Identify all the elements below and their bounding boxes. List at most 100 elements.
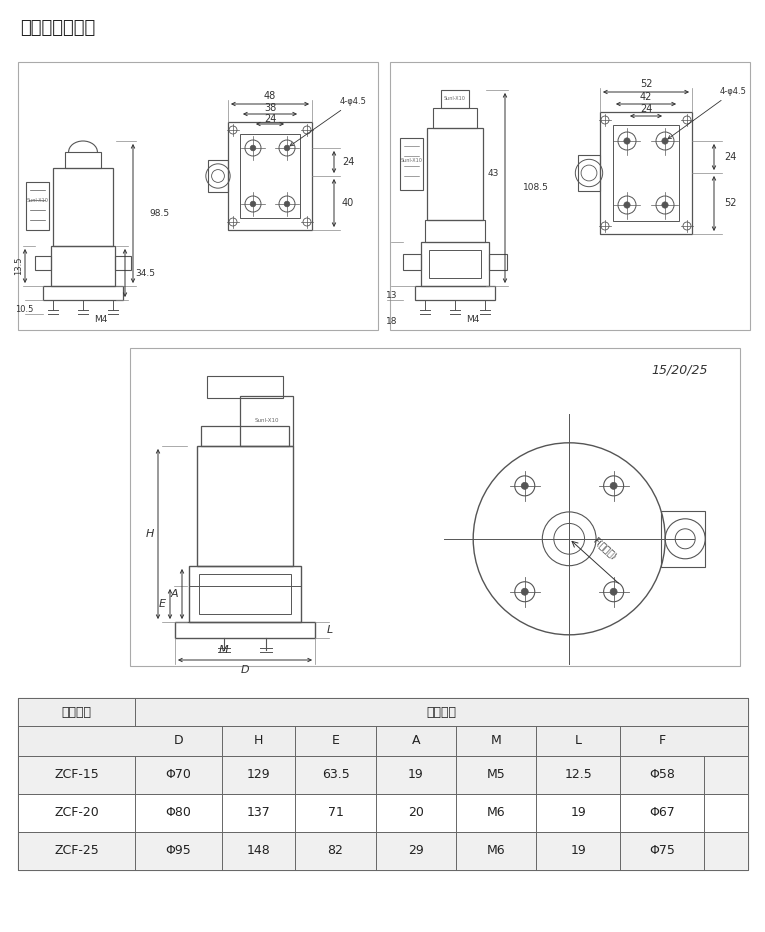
Text: 外形尺寸: 外形尺寸 — [426, 706, 457, 719]
Text: 24: 24 — [640, 104, 653, 114]
Text: Sunl-X10: Sunl-X10 — [444, 95, 466, 101]
Text: 52: 52 — [724, 199, 737, 209]
Text: 52: 52 — [640, 79, 653, 89]
Text: 108.5: 108.5 — [523, 184, 549, 193]
Circle shape — [610, 588, 617, 596]
Text: 结构外型尺寸图: 结构外型尺寸图 — [20, 19, 96, 37]
Bar — [189, 566, 301, 622]
Text: 19: 19 — [408, 769, 424, 782]
Bar — [421, 242, 489, 286]
Text: 24: 24 — [342, 157, 354, 167]
Circle shape — [250, 201, 256, 207]
Text: M6: M6 — [487, 806, 506, 819]
Bar — [429, 250, 481, 278]
Text: 4-φ4.5: 4-φ4.5 — [668, 87, 747, 139]
Text: ZCF-15: ZCF-15 — [54, 769, 99, 782]
Bar — [175, 622, 315, 638]
Bar — [427, 128, 483, 220]
Bar — [18, 794, 748, 832]
Text: 38: 38 — [264, 103, 276, 113]
Bar — [400, 138, 423, 190]
Circle shape — [623, 138, 630, 144]
Text: A: A — [171, 589, 178, 599]
Text: M4: M4 — [94, 316, 107, 324]
Bar — [441, 90, 469, 108]
Bar — [26, 182, 49, 230]
Text: 48: 48 — [264, 91, 276, 101]
Bar — [425, 220, 485, 242]
Bar — [613, 125, 679, 221]
Text: H: H — [145, 529, 154, 539]
Bar — [201, 426, 289, 446]
Bar — [208, 160, 228, 192]
Text: F(中心距): F(中心距) — [591, 535, 618, 561]
Text: H: H — [254, 734, 264, 747]
Bar — [18, 698, 748, 870]
Text: 71: 71 — [327, 806, 343, 819]
Bar — [403, 254, 421, 270]
Text: 43: 43 — [488, 170, 500, 179]
Text: 19: 19 — [571, 844, 586, 857]
Bar — [240, 134, 300, 218]
Text: Sunl-X10: Sunl-X10 — [254, 418, 279, 423]
Text: 129: 129 — [247, 769, 271, 782]
Bar — [51, 246, 115, 286]
Bar — [115, 256, 131, 270]
Circle shape — [521, 588, 529, 596]
Text: 24: 24 — [724, 152, 737, 162]
Circle shape — [610, 483, 617, 489]
Bar — [18, 832, 748, 870]
Bar — [228, 122, 312, 230]
Bar — [199, 574, 291, 614]
Circle shape — [285, 201, 290, 207]
Circle shape — [623, 202, 630, 208]
Bar — [18, 698, 748, 726]
Text: E: E — [331, 734, 340, 747]
Text: 24: 24 — [264, 114, 276, 124]
Text: 34.5: 34.5 — [135, 268, 155, 278]
Text: 63.5: 63.5 — [321, 769, 350, 782]
Text: Φ58: Φ58 — [649, 769, 675, 782]
Text: 98.5: 98.5 — [149, 209, 169, 218]
Bar — [35, 256, 51, 270]
Text: 13: 13 — [386, 292, 397, 300]
Text: 15/20/25: 15/20/25 — [652, 363, 708, 377]
Text: Sunl-X10: Sunl-X10 — [401, 158, 422, 162]
Bar — [415, 286, 495, 300]
Text: Φ80: Φ80 — [166, 806, 191, 819]
Text: 13.5: 13.5 — [15, 256, 24, 275]
Text: 12.5: 12.5 — [565, 769, 592, 782]
Bar — [18, 726, 748, 756]
Text: Φ95: Φ95 — [166, 844, 191, 857]
Text: 40: 40 — [342, 198, 354, 208]
Text: L: L — [327, 625, 334, 635]
Text: A: A — [412, 734, 420, 747]
Text: ZCF-25: ZCF-25 — [54, 844, 99, 857]
Bar — [661, 511, 705, 567]
Bar — [600, 112, 692, 234]
Bar — [65, 152, 101, 168]
Text: 10.5: 10.5 — [15, 306, 33, 314]
Text: 18: 18 — [386, 318, 397, 326]
Circle shape — [250, 145, 256, 151]
Text: M: M — [491, 734, 502, 747]
Bar — [207, 376, 283, 398]
Bar — [130, 348, 740, 666]
Circle shape — [662, 138, 668, 144]
Text: ZCF-20: ZCF-20 — [54, 806, 99, 819]
Bar — [18, 62, 378, 330]
Text: Sunl-X10: Sunl-X10 — [27, 198, 48, 202]
Text: 137: 137 — [247, 806, 271, 819]
Text: 29: 29 — [408, 844, 424, 857]
Bar — [53, 168, 113, 246]
Bar — [240, 396, 293, 446]
Text: Φ70: Φ70 — [166, 769, 191, 782]
Bar — [18, 756, 748, 794]
Circle shape — [662, 202, 668, 208]
Text: M4: M4 — [466, 316, 480, 324]
Circle shape — [285, 145, 290, 151]
Text: 20: 20 — [408, 806, 424, 819]
Text: F: F — [659, 734, 666, 747]
Circle shape — [521, 483, 529, 489]
Bar — [578, 155, 600, 191]
